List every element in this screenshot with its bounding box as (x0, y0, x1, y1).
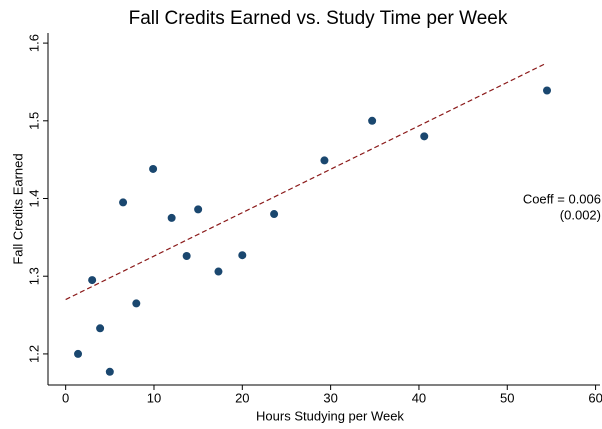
data-point (96, 324, 105, 333)
x-tick-label: 40 (412, 390, 426, 405)
data-point (194, 205, 203, 214)
annotation: (0.002) (560, 207, 601, 222)
chart-title: Fall Credits Earned vs. Study Time per W… (129, 8, 508, 29)
y-axis-label: Fall Credits Earned (10, 153, 25, 264)
x-tick-label: 50 (500, 390, 514, 405)
y-tick-label: 1.5 (26, 112, 41, 130)
x-tick-label: 20 (235, 390, 249, 405)
data-point (214, 267, 223, 276)
data-point (420, 132, 429, 141)
annotation: Coeff = 0.006 (523, 191, 601, 206)
x-tick-label: 30 (323, 390, 337, 405)
x-tick-label: 10 (147, 390, 161, 405)
data-point (88, 276, 97, 285)
data-point (320, 156, 329, 165)
y-tick-label: 1.3 (26, 267, 41, 285)
data-point (368, 116, 377, 125)
data-point (238, 251, 247, 260)
data-point (543, 86, 552, 95)
data-point (167, 213, 176, 222)
x-axis-label: Hours Studying per Week (256, 408, 404, 423)
x-tick-label: 60 (588, 390, 602, 405)
y-tick-label: 1.6 (26, 34, 41, 52)
x-tick-label: 0 (62, 390, 69, 405)
y-tick-label: 1.4 (26, 189, 41, 207)
data-point (270, 210, 279, 219)
y-tick-label: 1.2 (26, 345, 41, 363)
data-point (182, 252, 191, 261)
data-point (105, 367, 114, 376)
data-point (119, 198, 128, 207)
data-point (132, 299, 141, 308)
data-point (74, 349, 83, 358)
fit-line (65, 62, 547, 301)
data-point (149, 164, 158, 173)
